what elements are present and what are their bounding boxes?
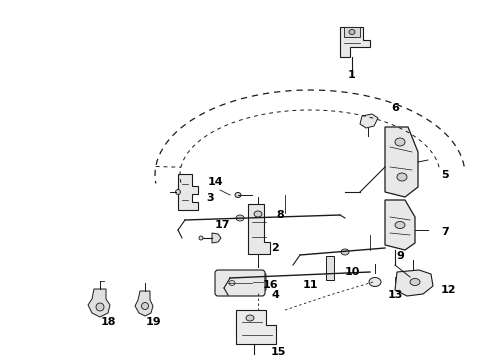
Ellipse shape: [229, 280, 235, 285]
Polygon shape: [340, 27, 370, 57]
Ellipse shape: [142, 302, 148, 310]
Text: 11: 11: [302, 280, 318, 290]
Polygon shape: [135, 291, 153, 316]
Polygon shape: [236, 310, 276, 344]
Polygon shape: [385, 127, 418, 197]
Polygon shape: [360, 114, 378, 128]
Text: 8: 8: [276, 210, 284, 220]
Ellipse shape: [199, 236, 203, 240]
Polygon shape: [88, 289, 110, 317]
Polygon shape: [212, 233, 221, 243]
Ellipse shape: [341, 249, 349, 255]
Polygon shape: [344, 27, 360, 37]
Ellipse shape: [236, 215, 244, 221]
Text: 2: 2: [271, 243, 279, 253]
Ellipse shape: [349, 30, 355, 35]
Text: 14: 14: [207, 177, 223, 187]
Ellipse shape: [395, 138, 405, 146]
Ellipse shape: [246, 315, 254, 321]
Polygon shape: [385, 200, 415, 250]
Text: 19: 19: [145, 317, 161, 327]
Polygon shape: [248, 204, 270, 254]
Ellipse shape: [235, 193, 241, 198]
Text: 6: 6: [391, 103, 399, 113]
Text: 1: 1: [348, 70, 356, 80]
Text: 13: 13: [387, 290, 403, 300]
Text: 4: 4: [271, 290, 279, 300]
Polygon shape: [395, 270, 433, 296]
Text: 16: 16: [262, 280, 278, 290]
Text: 15: 15: [270, 347, 286, 357]
Ellipse shape: [175, 189, 180, 194]
Text: 10: 10: [344, 267, 360, 277]
Ellipse shape: [96, 303, 104, 311]
Ellipse shape: [397, 173, 407, 181]
Text: 7: 7: [441, 227, 449, 237]
Ellipse shape: [410, 279, 420, 285]
Text: 12: 12: [440, 285, 456, 295]
Polygon shape: [326, 256, 334, 280]
Text: 3: 3: [206, 193, 214, 203]
Text: 18: 18: [100, 317, 116, 327]
Text: 9: 9: [396, 251, 404, 261]
Ellipse shape: [254, 211, 262, 217]
Text: 5: 5: [441, 170, 449, 180]
Ellipse shape: [369, 278, 381, 287]
Polygon shape: [250, 272, 266, 292]
Polygon shape: [178, 174, 198, 210]
FancyBboxPatch shape: [215, 270, 265, 296]
Text: 17: 17: [214, 220, 230, 230]
Ellipse shape: [395, 221, 405, 229]
